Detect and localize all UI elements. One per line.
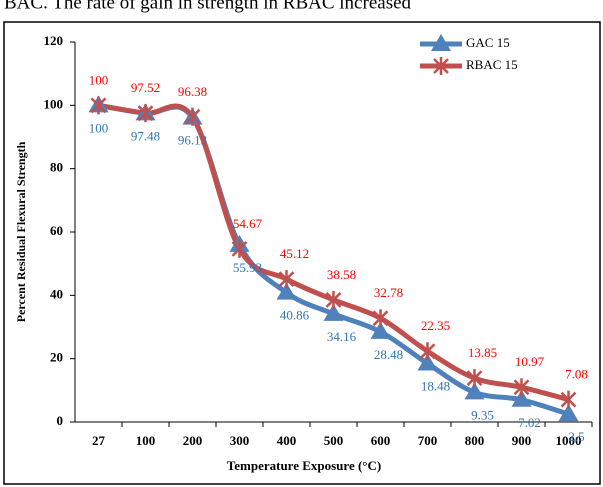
data-label: 13.85 [468,345,497,360]
data-label: 2.5 [568,429,584,444]
legend-label: GAC 15 [466,35,510,50]
marker [558,404,579,422]
x-tick-label: 800 [465,433,485,448]
marker [370,321,391,339]
x-tick-label: 100 [136,433,156,448]
series-line [98,102,570,402]
marker [372,309,389,328]
data-label: 54.67 [233,216,263,231]
data-label: 38.58 [327,267,356,282]
y-tick-label: 60 [50,223,63,238]
data-label: 97.52 [131,80,160,95]
data-label: 10.97 [515,354,545,369]
x-axis-title: Temperature Exposure (°C) [227,458,381,473]
x-tick-label: 200 [183,433,203,448]
data-label: 18.48 [421,378,450,393]
data-label: 96.13 [178,133,207,148]
data-label: 7.08 [565,367,588,382]
x-tick-label: 600 [371,433,391,448]
marker [276,282,297,300]
x-tick-label: 500 [324,433,344,448]
y-tick-label: 0 [57,413,64,428]
marker [325,290,342,309]
data-label: 22.35 [421,318,450,333]
data-label: 28.48 [374,347,403,362]
data-label: 55.93 [233,260,262,275]
marker [231,239,248,258]
marker [433,57,449,75]
marker [560,390,577,409]
y-tick-label: 40 [50,286,63,301]
caption: BAC. The rate of gain in strength in RBA… [4,0,412,13]
marker [431,34,451,51]
marker [466,369,483,388]
frame [3,21,601,485]
data-label: 100 [89,72,109,87]
series-line [98,102,570,417]
x-tick-label: 1000 [556,433,582,448]
legend-label: RBAC 15 [466,57,518,72]
data-label: 100 [89,120,109,135]
data-label: 96.38 [178,84,207,99]
marker [184,107,201,126]
marker [137,104,154,123]
data-label: 40.86 [280,308,310,323]
data-label: 45.12 [280,246,309,261]
data-label: 9.35 [471,407,494,422]
data-label: 32.78 [374,285,403,300]
marker [323,303,344,321]
x-tick-label: 300 [230,433,250,448]
marker [90,96,107,115]
marker [278,270,295,289]
data-label: 34.16 [327,329,357,344]
data-label: 7.02 [518,415,541,430]
x-tick-label: 400 [277,433,297,448]
x-tick-label: 27 [92,433,106,448]
marker [513,378,530,397]
y-tick-label: 100 [44,96,64,111]
marker [511,389,532,407]
y-tick-label: 120 [44,33,64,48]
marker [417,353,438,371]
y-axis-title: Percent Residual Flexural Strength [14,141,28,322]
marker [464,382,485,400]
y-tick-label: 20 [50,350,63,365]
x-tick-label: 700 [418,433,438,448]
x-tick-label: 900 [512,433,532,448]
y-tick-label: 80 [50,160,63,175]
marker [419,342,436,361]
data-label: 97.48 [131,128,160,143]
